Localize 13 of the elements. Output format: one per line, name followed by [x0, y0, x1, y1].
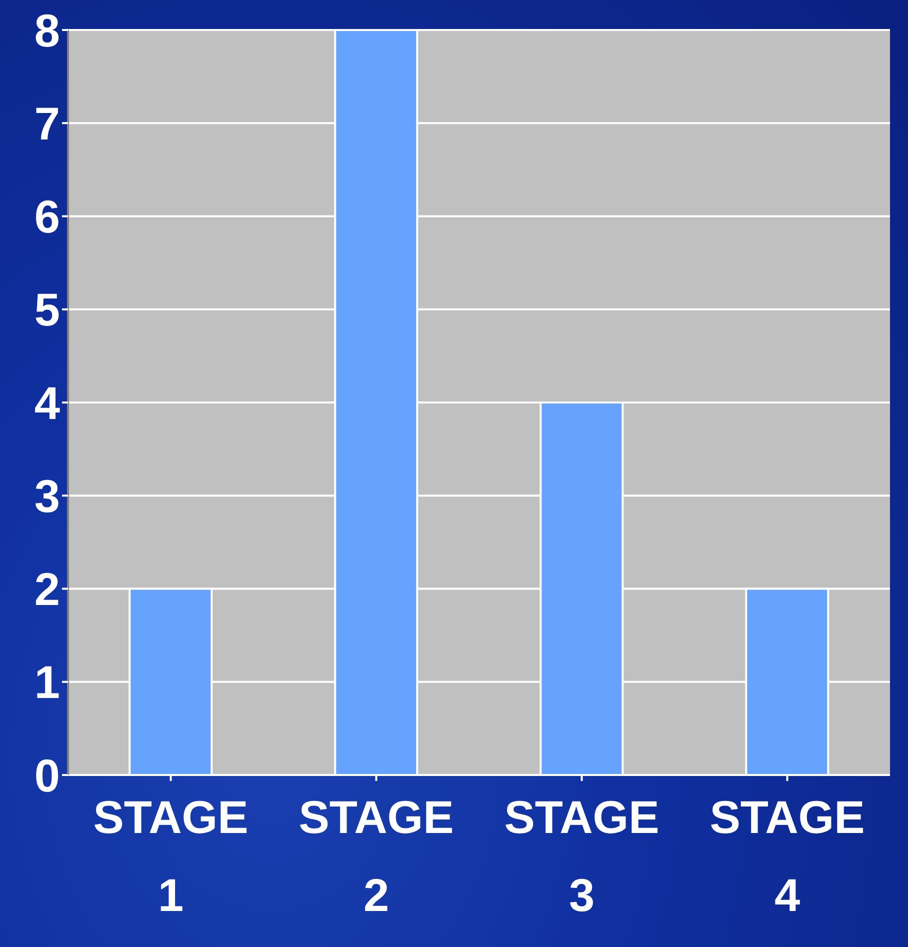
x-tick-label: STAGE 1 — [93, 791, 248, 921]
y-tick-label: 8 — [34, 4, 60, 56]
y-tick-label: 1 — [34, 656, 60, 708]
y-tick-label: 6 — [34, 190, 60, 243]
y-tick-label: 4 — [34, 376, 60, 429]
y-tick-label: 5 — [34, 284, 60, 336]
x-tick-label: STAGE 2 — [298, 791, 454, 921]
x-tick-label: STAGE 4 — [710, 791, 865, 921]
y-tick-label: 3 — [34, 470, 60, 522]
y-tick-label: 2 — [34, 563, 60, 616]
y-tick-label: 0 — [34, 749, 60, 802]
x-tick-label: STAGE 3 — [504, 791, 660, 921]
y-tick-label: 7 — [34, 97, 60, 150]
